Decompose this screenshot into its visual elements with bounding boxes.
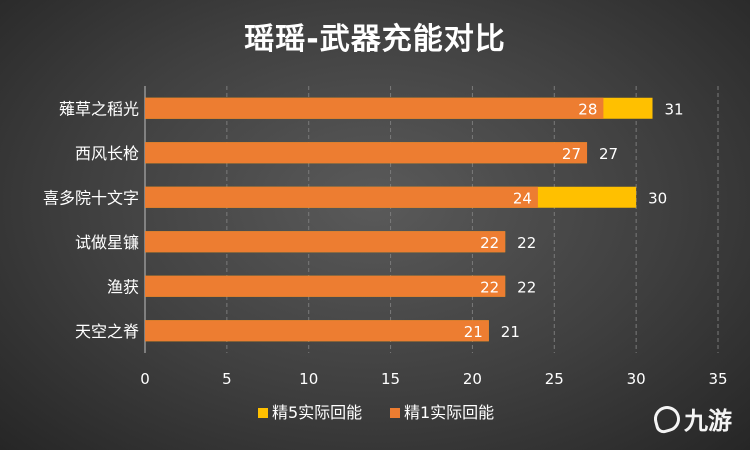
data-label-refine1: 21 — [464, 323, 483, 341]
x-tick-label: 20 — [463, 370, 482, 388]
data-label-refine5: 27 — [599, 145, 618, 163]
category-label: 渔获 — [107, 277, 139, 296]
data-label-refine5: 30 — [648, 189, 667, 207]
legend-label: 精1实际回能 — [404, 403, 494, 422]
category-label: 试做星镰 — [75, 233, 139, 252]
watermark-logo: 九游 — [651, 401, 732, 436]
category-label: 薙草之稻光 — [59, 99, 139, 118]
data-label-refine5: 31 — [665, 100, 684, 118]
legend-swatch — [258, 408, 268, 418]
data-label-refine1: 27 — [562, 145, 581, 163]
bar-refine1 — [145, 231, 506, 253]
data-label-refine1: 22 — [480, 234, 499, 252]
category-label: 天空之脊 — [75, 322, 139, 341]
bar-refine1 — [145, 142, 588, 164]
category-label: 西风长枪 — [75, 144, 139, 163]
bar-refine1 — [145, 186, 538, 208]
data-label-refine5: 22 — [517, 278, 536, 296]
bar-refine1 — [145, 320, 489, 342]
data-label-refine1: 28 — [578, 100, 597, 118]
logo-icon — [651, 402, 683, 435]
x-tick-label: 0 — [140, 370, 150, 388]
category-label: 喜多院十文字 — [43, 188, 139, 207]
data-label-refine1: 22 — [480, 278, 499, 296]
data-label-refine1: 24 — [513, 189, 532, 207]
chart-title: 瑶瑶-武器充能对比 — [244, 22, 506, 57]
data-label-refine5: 21 — [501, 323, 520, 341]
data-label-refine5: 22 — [517, 234, 536, 252]
x-tick-label: 15 — [381, 370, 400, 388]
legend-label: 精5实际回能 — [272, 403, 362, 422]
x-tick-label: 25 — [545, 370, 564, 388]
x-tick-label: 5 — [222, 370, 232, 388]
bar-refine1 — [145, 97, 604, 119]
legend-swatch — [390, 408, 400, 418]
x-tick-label: 10 — [299, 370, 318, 388]
bar-refine1 — [145, 275, 506, 297]
watermark-text: 九游 — [684, 407, 732, 435]
x-tick-label: 30 — [627, 370, 646, 388]
x-tick-label: 35 — [708, 370, 727, 388]
